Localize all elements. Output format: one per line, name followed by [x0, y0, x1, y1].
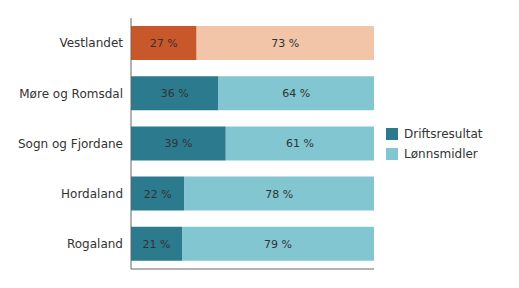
svg-text:61 %: 61 % — [286, 137, 314, 150]
svg-text:73 %: 73 % — [271, 37, 299, 50]
svg-text:Vestlandet: Vestlandet — [59, 36, 123, 50]
svg-text:Hordaland: Hordaland — [61, 187, 123, 201]
html-text:Driftsresultat: Driftsresultat — [404, 127, 483, 141]
svg-text:21 %: 21 % — [143, 238, 171, 251]
svg-text:78 %: 78 % — [265, 188, 293, 201]
svg-text:Rogaland: Rogaland — [67, 237, 123, 251]
svg-text:27 %: 27 % — [150, 37, 178, 50]
svg-text:36 %: 36 % — [161, 87, 189, 100]
svg-text:64 %: 64 % — [282, 87, 310, 100]
svg-text:Sogn og Fjordane: Sogn og Fjordane — [18, 137, 123, 151]
html-text:Lønnsmidler: Lønnsmidler — [404, 147, 478, 161]
svg-text:22 %: 22 % — [144, 188, 172, 201]
svg-text:Møre og Romsdal: Møre og Romsdal — [19, 87, 123, 101]
svg-text:79 %: 79 % — [264, 238, 292, 251]
svg-text:39 %: 39 % — [164, 137, 192, 150]
